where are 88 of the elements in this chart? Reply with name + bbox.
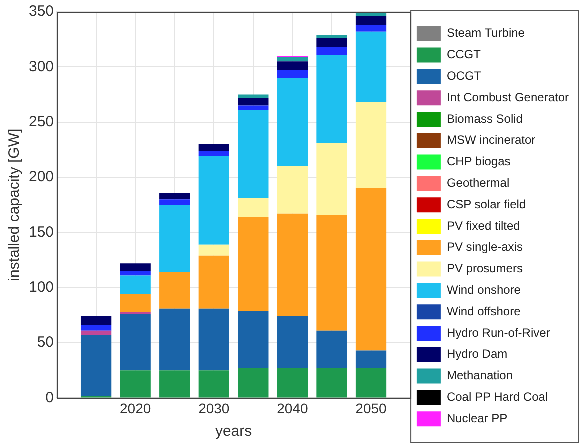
bar [80, 325, 112, 331]
bar [238, 217, 269, 312]
bar [356, 32, 387, 102]
bar [238, 198, 269, 218]
y-tick-label: 100 [28, 279, 54, 296]
bar [80, 335, 112, 396]
bar [120, 276, 151, 294]
bar [356, 350, 387, 368]
bar [277, 166, 308, 214]
bar [316, 330, 348, 368]
bar [316, 143, 348, 216]
y-tick-label: 250 [28, 113, 54, 130]
bar [277, 62, 308, 70]
bar [120, 264, 151, 272]
bar [120, 271, 151, 276]
bar [316, 215, 348, 331]
bar [277, 214, 308, 317]
bar [238, 110, 269, 198]
legend-label: PV prosumers [446, 262, 523, 276]
x-tick-label: 2030 [198, 400, 230, 416]
bar [277, 57, 308, 62]
legend-label: PV single-axis [446, 240, 523, 254]
bar [160, 272, 190, 309]
legend-label: Methanation [446, 368, 513, 383]
legend-label: Int Combust Generator [446, 90, 570, 104]
y-tick-label: 300 [28, 58, 54, 76]
bar [356, 16, 387, 26]
bar [198, 244, 230, 256]
y-tick-label: 150 [28, 224, 54, 241]
legend-label: CHP biogas [446, 154, 511, 169]
bar [277, 316, 308, 368]
bar [198, 151, 230, 157]
legend-label: Biomass Solid [446, 112, 523, 126]
bar [160, 370, 190, 398]
bar [277, 78, 308, 166]
x-tick-label: 2050 [356, 400, 388, 416]
legend-label: Wind onshore [446, 283, 522, 298]
bar [238, 94, 269, 98]
x-tick-label: 2020 [120, 400, 152, 416]
x-axis-title: years [215, 423, 252, 440]
bar [356, 102, 387, 189]
bar [316, 47, 348, 56]
legend-label: Steam Turbine [446, 26, 526, 40]
bar [160, 308, 190, 371]
bar [238, 311, 269, 368]
bar [238, 106, 269, 110]
bar [356, 13, 387, 16]
bar [356, 188, 387, 351]
bar [120, 294, 151, 312]
bar [238, 368, 269, 398]
bar [160, 192, 190, 200]
bar [120, 314, 151, 371]
bar [316, 368, 348, 398]
y-tick-label: 50 [37, 334, 54, 352]
y-axis-title: installed capacity [GW] [6, 128, 24, 282]
bar [198, 144, 230, 152]
y-tick-label: 200 [28, 168, 54, 186]
bar [356, 368, 387, 398]
bar [198, 256, 230, 309]
bar [238, 98, 269, 106]
legend-label: Hydro Dam [446, 347, 508, 362]
legend-label: Nuclear PP [446, 411, 508, 426]
bar [80, 330, 112, 336]
legend-label: Coal PP Hard Coal [446, 390, 548, 404]
y-tick-label: 350 [28, 3, 54, 20]
bar [316, 38, 348, 48]
bar [198, 370, 230, 398]
legend-label: Hydro Run-of-River [446, 326, 550, 340]
legend-label: Wind offshore [446, 304, 522, 318]
legend-label: CSP solar field [446, 197, 526, 212]
x-tick-label: 2040 [277, 400, 308, 416]
legend-label: OCGT [446, 69, 482, 84]
legend-label: CCGT [446, 48, 482, 62]
legend-label: Geothermal [446, 176, 510, 190]
bar [356, 25, 387, 32]
bar [198, 308, 230, 371]
bar [316, 35, 348, 38]
bar [160, 200, 190, 206]
bar [160, 205, 190, 272]
bar [277, 70, 308, 78]
legend-label: MSW incinerator [446, 133, 536, 148]
bar [277, 368, 308, 398]
bar [316, 55, 348, 144]
bar [198, 156, 230, 245]
y-tick-label: 0 [46, 389, 54, 406]
bar [120, 370, 151, 398]
bar [80, 316, 112, 326]
legend-label: PV fixed tilted [446, 218, 520, 233]
